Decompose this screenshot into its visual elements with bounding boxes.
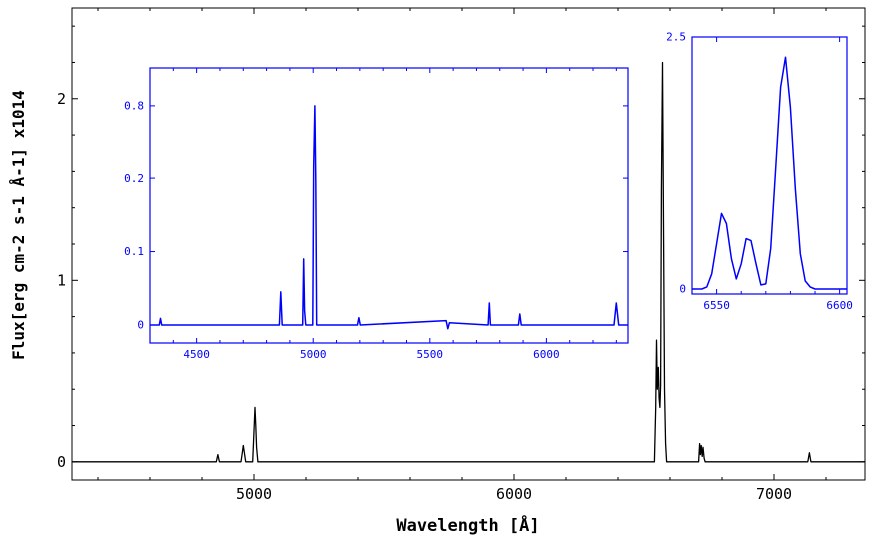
inset-right-ytick-label-0: 0 <box>679 283 686 296</box>
main-y-axis-label: Flux[erg cm-2 s-1 Å-1] x1014 <box>9 90 28 360</box>
inset-oiii-frame <box>149 67 629 344</box>
inset-left-xtick-label-2: 5500 <box>417 348 444 361</box>
main-ytick-label-1: 1 <box>57 271 66 289</box>
inset-oiii-axis-ticks: 4500 5000 5500 6000 0 0.1 0.2 0.8 <box>124 68 628 361</box>
main-plot-panel: 5000 6000 7000 0 1 2 Wavelength [Å] Flux[erg … <box>9 7 866 536</box>
inset-left-ytick-label-3: 0.8 <box>124 100 144 113</box>
inset-halpha-axis-ticks: 6550 6600 0 2.5 <box>666 31 853 312</box>
inset-left-xtick-label-3: 6000 <box>533 348 560 361</box>
inset-left-series-line-0 <box>150 105 628 330</box>
inset-halpha-panel: 6550 6600 0 2.5 <box>666 31 853 312</box>
main-ytick-label-2: 2 <box>57 90 66 108</box>
main-spectrum-series <box>72 61 865 463</box>
main-xtick-label-1: 6000 <box>496 485 532 503</box>
inset-right-series-line-0 <box>692 56 847 290</box>
inset-oiii-panel: 4500 5000 5500 6000 0 0.1 0.2 0.8 <box>124 67 629 361</box>
inset-halpha-series <box>692 56 847 290</box>
inset-right-xtick-label-1: 6600 <box>826 299 853 312</box>
inset-halpha-frame <box>691 36 848 295</box>
inset-left-xtick-label-1: 5000 <box>300 348 327 361</box>
main-plot-frame <box>71 7 866 481</box>
main-ytick-label-0: 0 <box>57 453 66 471</box>
main-xtick-label-0: 5000 <box>236 485 272 503</box>
inset-oiii-background <box>150 68 628 343</box>
main-series-line-0 <box>72 61 865 463</box>
inset-right-xtick-label-0: 6550 <box>703 299 730 312</box>
inset-oiii-series <box>150 105 628 330</box>
main-axis-ticks: 5000 6000 7000 0 1 2 <box>57 8 865 503</box>
main-xtick-label-2: 7000 <box>756 485 792 503</box>
inset-left-ytick-label-1: 0.1 <box>124 245 144 258</box>
main-x-axis-label: Wavelength [Å] <box>396 513 539 536</box>
inset-right-ytick-label-1: 2.5 <box>666 31 686 44</box>
inset-left-ytick-label-2: 0.2 <box>124 172 144 185</box>
inset-left-ytick-label-0: 0 <box>137 319 144 332</box>
inset-halpha-background <box>692 37 847 294</box>
inset-left-xtick-label-0: 4500 <box>183 348 210 361</box>
